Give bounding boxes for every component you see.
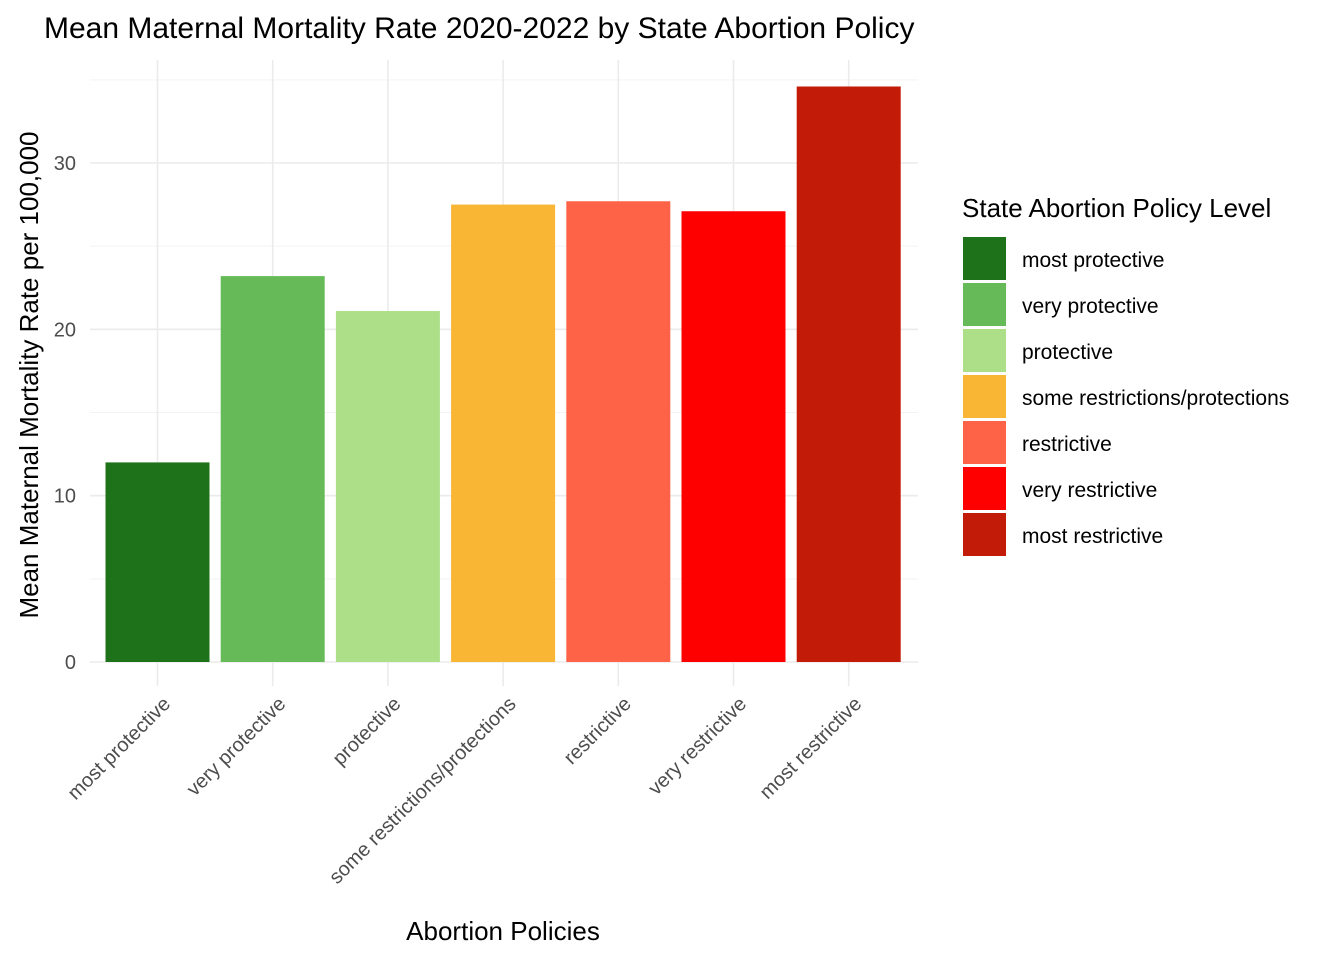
x-axis-title: Abortion Policies: [406, 916, 600, 946]
y-tick-label: 20: [54, 319, 76, 341]
x-tick-label-most-protective: most protective: [64, 693, 175, 804]
bar-most-protective: [105, 462, 210, 662]
x-tick-label-protective: protective: [329, 693, 406, 770]
legend-key-protective: [963, 329, 1006, 372]
bar-very-protective: [220, 276, 325, 662]
legend-label-very-restrictive: very restrictive: [1022, 479, 1157, 502]
legend-label-some-restrictions-protections: some restrictions/protections: [1022, 387, 1289, 410]
legend-key-very-protective: [963, 283, 1006, 326]
bar-some-restrictions-protections: [451, 204, 556, 663]
bars: [105, 86, 901, 663]
y-tick-label: 0: [65, 652, 76, 674]
legend-key-very-restrictive: [963, 467, 1006, 510]
x-tick-label-restrictive: restrictive: [560, 693, 636, 769]
legend-key-restrictive: [963, 421, 1006, 464]
x-tick-label-some-restrictions-protections: some restrictions/protections: [325, 693, 521, 889]
bar-very-restrictive: [681, 211, 786, 662]
bar-protective: [335, 311, 440, 662]
y-tick-label: 30: [54, 153, 76, 175]
bar-most-restrictive: [796, 86, 901, 662]
legend-label-very-protective: very protective: [1022, 295, 1159, 318]
y-tick-label: 10: [54, 486, 76, 508]
legend-key-most-restrictive: [963, 513, 1006, 556]
legend: State Abortion Policy Level most protect…: [962, 193, 1289, 556]
x-tick-label-very-protective: very protective: [183, 693, 291, 801]
legend-label-protective: protective: [1022, 341, 1113, 364]
x-axis-ticks: most protective very protective protective…: [64, 693, 867, 889]
legend-label-most-protective: most protective: [1022, 249, 1164, 272]
y-axis-title: Mean Maternal Mortality Rate per 100,000: [14, 131, 44, 618]
legend-label-restrictive: restrictive: [1022, 433, 1112, 456]
legend-title: State Abortion Policy Level: [962, 193, 1271, 223]
legend-key-most-protective: [963, 237, 1006, 280]
x-tick-label-most-restrictive: most restrictive: [756, 693, 867, 804]
legend-key-some-restrictions-protections: [963, 375, 1006, 418]
y-axis-ticks: 0 10 20 30: [54, 153, 76, 674]
legend-label-most-restrictive: most restrictive: [1022, 525, 1163, 548]
x-tick-label-very-restrictive: very restrictive: [644, 693, 751, 800]
chart-title: Mean Maternal Mortality Rate 2020-2022 b…: [44, 12, 914, 45]
bar-restrictive: [566, 201, 671, 663]
